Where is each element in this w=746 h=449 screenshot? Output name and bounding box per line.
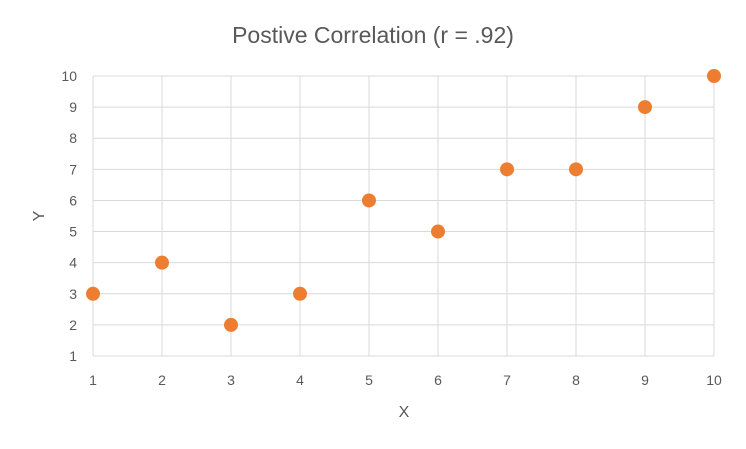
- x-tick-label: 1: [89, 372, 97, 388]
- x-tick-label: 3: [227, 372, 235, 388]
- y-tick-label: 5: [69, 224, 77, 240]
- data-point: [707, 69, 721, 83]
- y-tick-label: 2: [69, 317, 77, 333]
- x-tick-label: 4: [296, 372, 304, 388]
- data-point: [293, 286, 307, 301]
- data-point: [362, 193, 376, 208]
- x-tick-label: 7: [503, 372, 511, 388]
- y-tick-labels: 1 2 3 4 5 6 7 8 9 10: [61, 68, 77, 364]
- y-tick-label: 6: [69, 192, 77, 208]
- data-points: [86, 69, 721, 332]
- y-tick-label: 3: [69, 286, 77, 302]
- x-axis-title: X: [399, 404, 410, 421]
- y-tick-label: 10: [61, 68, 77, 84]
- data-point: [224, 317, 238, 332]
- grid: [92, 75, 715, 357]
- x-tick-label: 2: [158, 372, 166, 388]
- y-tick-label: 7: [69, 161, 77, 177]
- data-point: [638, 100, 652, 115]
- y-tick-label: 9: [69, 99, 77, 115]
- data-point: [500, 162, 514, 177]
- y-tick-label: 4: [69, 255, 77, 271]
- data-point: [569, 162, 583, 177]
- x-tick-label: 8: [572, 372, 580, 388]
- y-tick-label: 8: [69, 130, 77, 146]
- x-tick-labels: 1 2 3 4 5 6 7 8 9 10: [89, 372, 722, 388]
- y-axis-title: Y: [31, 210, 48, 221]
- data-point: [431, 224, 445, 239]
- y-tick-label: 1: [69, 348, 77, 364]
- x-tick-label: 9: [641, 372, 649, 388]
- x-tick-label: 10: [706, 372, 722, 388]
- data-point: [155, 255, 169, 270]
- x-tick-label: 5: [365, 372, 373, 388]
- data-point: [86, 286, 100, 301]
- chart-title: Postive Correlation (r = .92): [232, 22, 514, 48]
- x-tick-label: 6: [434, 372, 442, 388]
